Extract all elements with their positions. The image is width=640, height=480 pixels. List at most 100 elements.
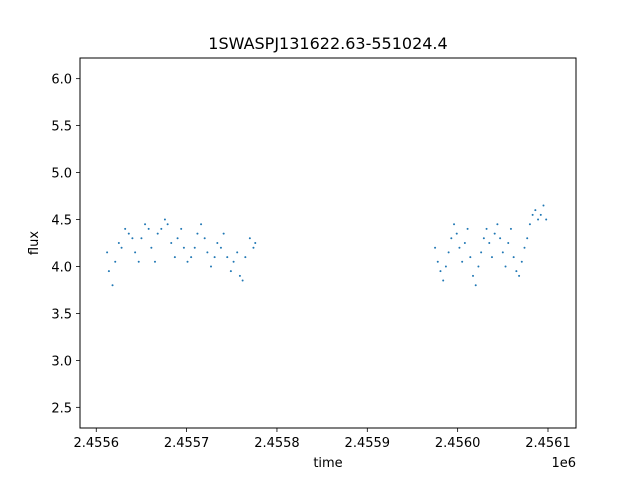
plot-frame (79, 57, 577, 429)
data-point (176, 237, 179, 240)
data-point (114, 260, 117, 263)
data-point (442, 279, 445, 282)
data-point (463, 242, 466, 244)
y-tick-label: 5.5 (51, 120, 72, 135)
data-point (461, 260, 464, 263)
data-point (254, 242, 257, 244)
data-point (450, 237, 453, 240)
data-point (106, 251, 109, 254)
data-point (480, 251, 483, 254)
x-tick-label: 2.4556 (74, 436, 120, 451)
data-point (537, 218, 540, 221)
data-point (507, 242, 510, 244)
data-point (150, 246, 153, 249)
data-point (252, 246, 255, 249)
data-point (120, 246, 123, 249)
data-point (166, 223, 169, 226)
data-point (248, 237, 251, 240)
data-point (512, 256, 515, 259)
data-point (186, 260, 189, 263)
x-tick-label: 2.4560 (435, 436, 481, 451)
data-point (539, 213, 542, 216)
data-point (439, 270, 442, 273)
data-point (140, 237, 143, 240)
data-point (213, 256, 216, 259)
data-point (244, 256, 247, 259)
y-tick-label: 5.0 (51, 167, 72, 182)
data-point (232, 260, 235, 263)
y-tick-label: 4.5 (51, 214, 72, 229)
data-point (229, 270, 232, 273)
data-point (124, 227, 127, 230)
data-point (196, 232, 199, 235)
data-point (173, 256, 176, 259)
data-point (474, 284, 477, 287)
data-point (216, 242, 219, 244)
x-tick-label: 2.4559 (345, 436, 391, 451)
data-point (163, 218, 166, 221)
data-point (453, 223, 456, 226)
data-point (210, 265, 212, 268)
data-point (131, 237, 134, 240)
data-point (107, 270, 110, 273)
y-tick-label: 4.0 (51, 260, 72, 275)
data-point (542, 204, 545, 207)
data-point (528, 223, 531, 226)
data-point (504, 265, 507, 268)
data-point (160, 227, 163, 230)
data-point (182, 246, 185, 249)
data-point (458, 246, 461, 249)
data-point (117, 242, 120, 244)
data-point (466, 227, 469, 230)
y-axis-label: flux (27, 231, 42, 255)
x-axis-label: time (313, 456, 342, 471)
data-point (531, 213, 534, 216)
data-point (501, 251, 504, 254)
y-axis-ticks: 2.5 3.0 3.5 4.0 4.5 5.0 5.5 6.0 (51, 73, 80, 416)
data-point (455, 232, 458, 235)
data-point (144, 223, 147, 226)
x-axis-ticks: 2.4556 2.4557 2.4558 2.4559 2.4560 2.4561 (74, 428, 571, 451)
chart-title: 1SWASPJ131622.63-551024.4 (208, 34, 447, 53)
data-point (147, 227, 150, 230)
y-tick-label: 3.0 (51, 354, 72, 369)
data-point (170, 242, 173, 244)
data-point (137, 260, 140, 263)
data-point (526, 237, 529, 240)
data-point (482, 237, 485, 240)
flux-series-2 (434, 204, 548, 287)
data-point (156, 232, 159, 235)
data-point (447, 251, 450, 254)
y-tick-label: 3.5 (51, 307, 72, 322)
data-point (238, 274, 241, 277)
data-point (523, 246, 526, 249)
x-tick-label: 2.4558 (254, 436, 300, 451)
data-point (241, 279, 244, 282)
data-point (499, 237, 502, 240)
data-points (106, 204, 548, 287)
data-point (111, 284, 114, 287)
data-point (203, 237, 206, 240)
data-point (236, 251, 239, 254)
data-point (515, 270, 518, 273)
data-point (488, 242, 491, 244)
data-point (434, 246, 437, 249)
data-point (206, 251, 209, 254)
flux-series-1 (106, 218, 257, 287)
data-point (134, 251, 137, 254)
data-point (190, 256, 193, 259)
data-point (520, 260, 523, 263)
data-point (193, 246, 196, 249)
data-point (127, 232, 130, 235)
data-point (436, 260, 439, 263)
data-point (485, 227, 488, 230)
data-point (496, 223, 499, 226)
y-tick-label: 6.0 (51, 73, 72, 88)
data-point (472, 274, 475, 277)
data-point (477, 265, 480, 268)
data-point (444, 265, 447, 268)
data-point (534, 209, 537, 212)
x-axis-offset-label: 1e6 (551, 456, 576, 471)
